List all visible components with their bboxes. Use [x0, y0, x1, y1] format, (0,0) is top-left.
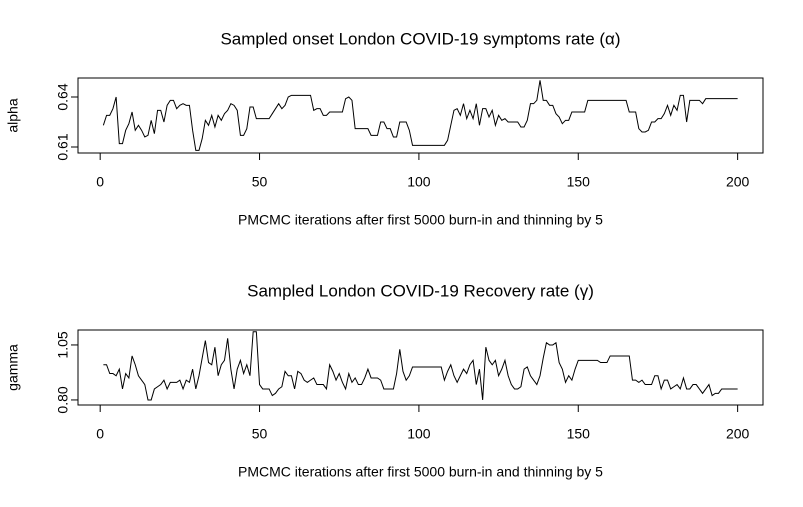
x-tick-label: 0 — [96, 174, 104, 190]
x-tick-label: 50 — [252, 426, 268, 442]
y-tick-label: 0.64 — [55, 83, 71, 110]
data-line — [103, 331, 738, 401]
plot-frame — [77, 77, 764, 154]
x-tick-label: 0 — [96, 426, 104, 442]
y-tick-label: 1.05 — [55, 331, 71, 358]
x-tick-label: 150 — [567, 426, 591, 442]
chart-title: Sampled onset London COVID-19 symptoms r… — [220, 29, 620, 48]
y-tick-label: 0.80 — [55, 386, 71, 413]
x-tick-label: 150 — [567, 174, 591, 190]
chart-title: Sampled London COVID-19 Recovery rate (γ… — [247, 281, 594, 300]
plot-frame — [77, 329, 764, 406]
x-axis-label: PMCMC iterations after first 5000 burn-i… — [238, 212, 603, 228]
x-axis-label: PMCMC iterations after first 5000 burn-i… — [238, 464, 603, 480]
x-tick-label: 50 — [252, 174, 268, 190]
y-axis-label: gamma — [5, 344, 21, 391]
data-line — [102, 80, 738, 151]
y-axis-label: alpha — [5, 98, 21, 132]
x-tick-label: 100 — [407, 426, 431, 442]
x-tick-label: 200 — [726, 426, 750, 442]
x-tick-label: 200 — [726, 174, 750, 190]
y-tick-label: 0.61 — [55, 133, 71, 160]
x-tick-label: 100 — [407, 174, 431, 190]
